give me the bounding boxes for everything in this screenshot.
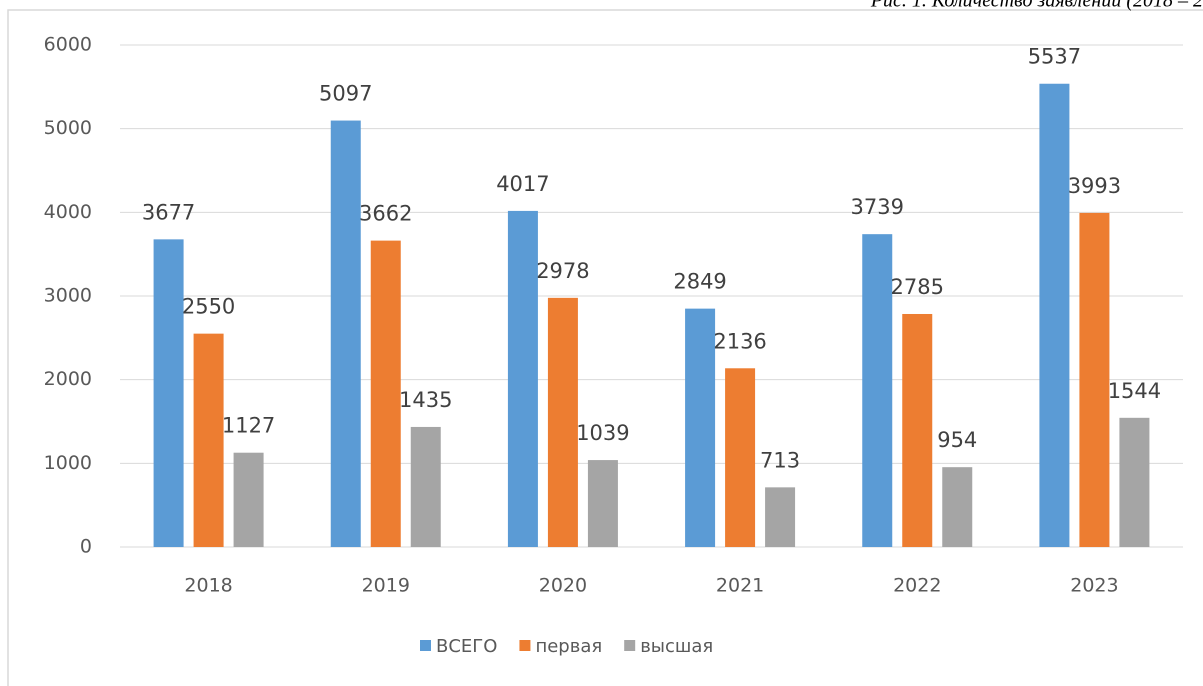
y-tick-label: 4000 [44, 201, 92, 223]
value-label: 2785 [891, 275, 944, 299]
bar [862, 234, 893, 547]
caption: Рис. 1. Количество заявлений (2018 – 2 [870, 0, 1203, 12]
value-label: 3993 [1068, 174, 1121, 198]
bar [685, 308, 716, 547]
bar [410, 426, 441, 547]
value-label: 5537 [1028, 45, 1081, 69]
value-label: 3739 [851, 195, 904, 219]
bar [725, 368, 756, 547]
bar [1039, 83, 1070, 547]
x-tick-label: 2018 [184, 575, 232, 597]
value-label: 2849 [673, 270, 726, 294]
x-tick-label: 2021 [716, 575, 764, 597]
legend-label: первая [535, 636, 602, 657]
value-label: 1435 [399, 388, 452, 412]
x-tick-label: 2023 [1070, 575, 1118, 597]
y-tick-label: 0 [80, 536, 92, 558]
value-label: 4017 [496, 172, 549, 196]
bar [233, 452, 264, 547]
value-label: 2978 [536, 259, 589, 283]
legend-swatch [519, 640, 531, 651]
y-tick-label: 2000 [44, 368, 92, 390]
bar [942, 467, 973, 547]
value-label: 954 [937, 428, 977, 452]
legend-label: высшая [640, 636, 713, 657]
x-tick-label: 2022 [893, 575, 941, 597]
legend-swatch [624, 640, 636, 651]
bar [193, 333, 224, 547]
bar [330, 120, 361, 548]
value-label: 2550 [182, 295, 235, 319]
bar [507, 210, 538, 547]
x-tick-label: 2019 [362, 575, 410, 597]
y-tick-label: 1000 [44, 452, 92, 474]
y-tick-label: 5000 [44, 117, 92, 139]
bar [765, 487, 796, 547]
x-tick-label: 2020 [539, 575, 587, 597]
bar [547, 297, 578, 547]
bar [1119, 417, 1150, 547]
bar [370, 240, 401, 547]
value-label: 1544 [1108, 379, 1161, 403]
bar [587, 460, 618, 547]
value-label: 3662 [359, 202, 412, 226]
y-tick-label: 3000 [44, 285, 92, 307]
legend-label: ВСЕГО [436, 636, 497, 657]
value-label: 5097 [319, 82, 372, 106]
value-label: 713 [760, 448, 800, 472]
bar [153, 239, 184, 547]
value-label: 1127 [222, 414, 275, 438]
value-label: 1039 [576, 421, 629, 445]
value-label: 2136 [713, 329, 766, 353]
bar [1079, 212, 1110, 547]
y-tick-label: 6000 [44, 34, 92, 56]
legend-swatch [420, 640, 431, 651]
value-label: 3677 [142, 200, 195, 224]
bar [902, 313, 933, 547]
